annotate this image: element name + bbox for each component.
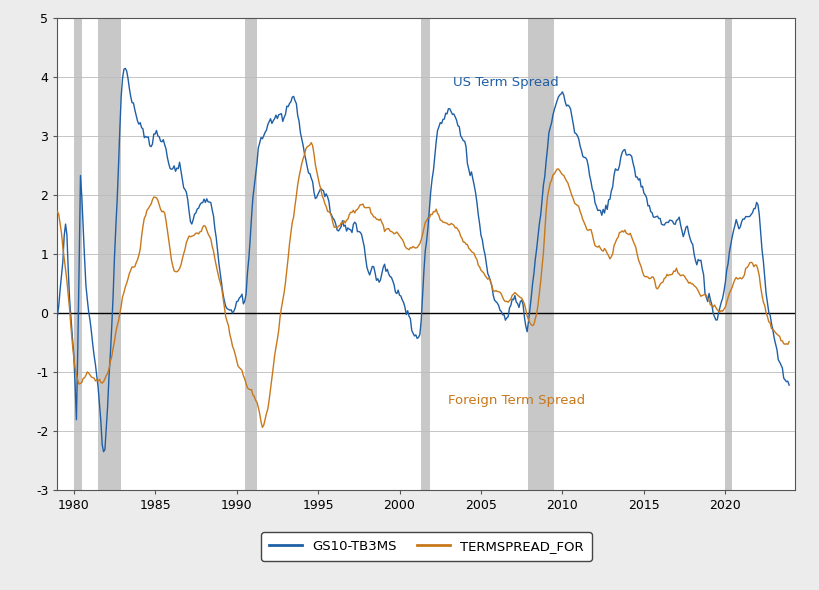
Bar xyxy=(74,18,82,490)
Bar xyxy=(725,18,731,490)
Bar xyxy=(244,18,256,490)
Text: Foreign Term Spread: Foreign Term Spread xyxy=(448,394,585,407)
Bar xyxy=(420,18,430,490)
Legend: GS10-TB3MS, TERMSPREAD_FOR: GS10-TB3MS, TERMSPREAD_FOR xyxy=(260,532,591,561)
Text: US Term Spread: US Term Spread xyxy=(453,76,559,88)
Bar xyxy=(98,18,120,490)
Bar xyxy=(527,18,554,490)
